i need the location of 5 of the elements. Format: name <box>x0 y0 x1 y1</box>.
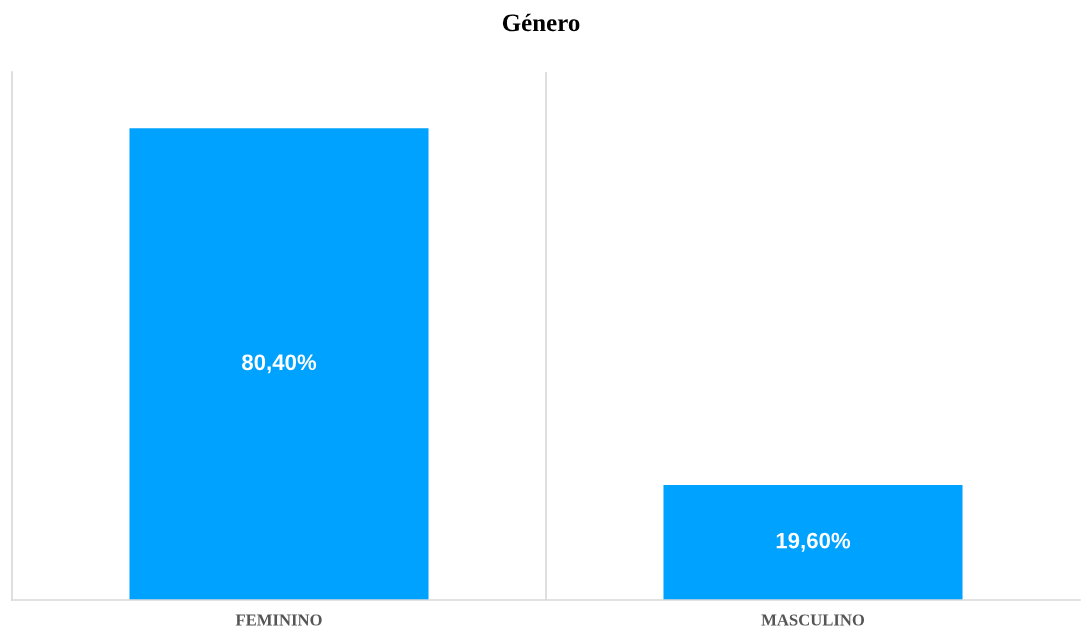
x-tick-label: MASCULINO <box>761 614 865 626</box>
chart-title: Género <box>502 13 580 32</box>
x-tick-label: FEMININO <box>235 614 322 626</box>
data-label: 80,40% <box>242 354 317 374</box>
data-label: 19,60% <box>776 532 851 552</box>
